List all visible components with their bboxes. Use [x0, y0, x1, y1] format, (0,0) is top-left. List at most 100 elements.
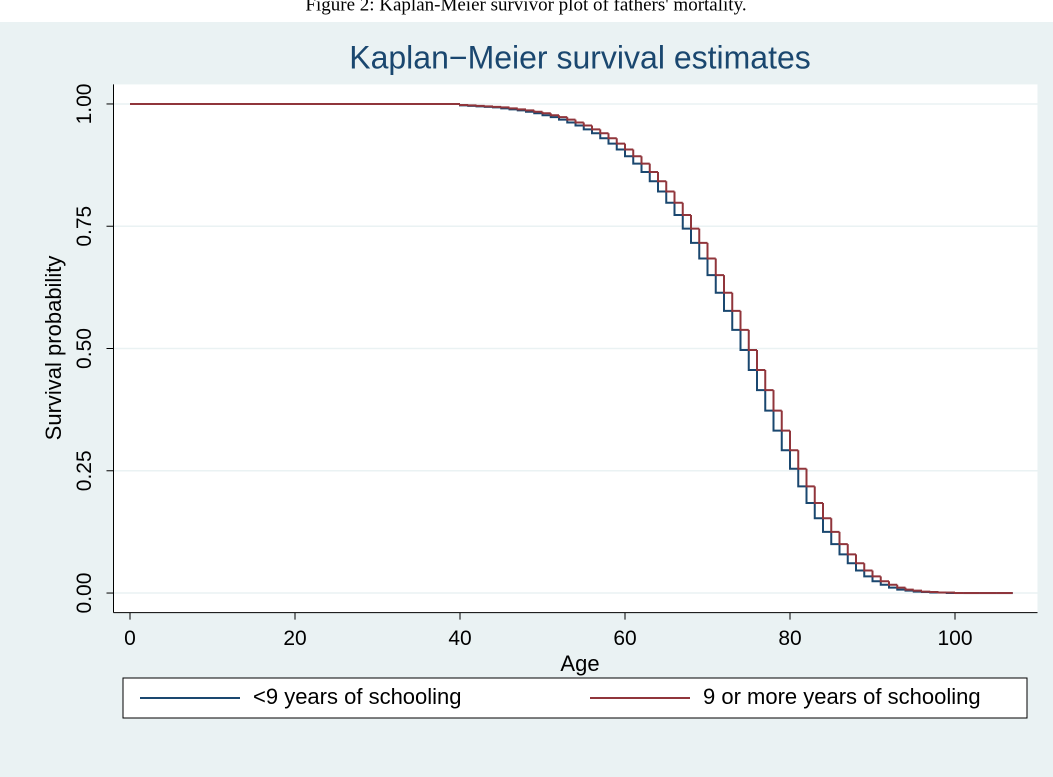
- survival-step: [690, 214, 700, 230]
- survival-step: [599, 129, 609, 135]
- survival-step: [855, 554, 865, 565]
- survival-step: [665, 191, 675, 204]
- survival-step: [846, 544, 856, 556]
- survival-step: [665, 181, 675, 193]
- y-tick-label: 0.75: [73, 206, 96, 247]
- x-tick-label: 80: [778, 627, 801, 650]
- survival-step: [591, 129, 601, 135]
- survival-step: [780, 410, 790, 432]
- survival-step: [805, 468, 815, 488]
- survival-step: [813, 503, 823, 520]
- y-tick-label: 0.25: [73, 450, 96, 491]
- survival-step: [805, 486, 815, 505]
- survival-step: [830, 531, 840, 546]
- survival-step: [739, 329, 749, 351]
- survival-step: [673, 191, 683, 204]
- survival-step: [673, 202, 683, 216]
- survival-step: [516, 108, 526, 111]
- survival-step: [591, 125, 601, 131]
- survival-step: [615, 143, 625, 151]
- survival-step: [599, 133, 609, 140]
- survival-step: [690, 228, 700, 244]
- survival-step: [888, 581, 898, 586]
- survival-step: [747, 349, 757, 372]
- survival-step: [896, 584, 906, 589]
- y-axis-title: Survival probability: [41, 256, 66, 441]
- survival-step: [879, 581, 889, 586]
- survival-step: [698, 242, 708, 260]
- survival-step: [780, 430, 790, 452]
- survival-step: [822, 518, 832, 533]
- survival-step: [624, 143, 634, 151]
- survival-step: [747, 329, 757, 351]
- survival-step: [739, 310, 749, 331]
- survival-step: [681, 202, 691, 216]
- survival-step: [657, 171, 667, 183]
- survival-step: [624, 149, 634, 158]
- survival-step: [640, 156, 650, 165]
- x-tick-label: 60: [613, 627, 636, 650]
- survival-step: [772, 390, 782, 412]
- survival-step: [797, 468, 807, 488]
- survival-step: [797, 450, 807, 470]
- survival-step: [838, 531, 848, 546]
- legend-label: 9 or more years of schooling: [703, 684, 981, 709]
- survival-step: [772, 410, 782, 432]
- survival-step: [615, 138, 625, 145]
- survival-step: [756, 370, 766, 392]
- x-tick-label: 0: [124, 627, 136, 650]
- survival-step: [846, 554, 856, 565]
- survival-step: [764, 390, 774, 412]
- survival-step: [607, 133, 617, 140]
- y-tick-label: 0.00: [73, 573, 96, 614]
- survival-step: [640, 163, 650, 173]
- survival-step: [582, 125, 592, 131]
- x-axis-title: Age: [560, 651, 599, 676]
- survival-step: [789, 430, 799, 452]
- survival-step: [706, 258, 716, 277]
- survival-step: [698, 228, 708, 244]
- survival-step: [632, 149, 642, 158]
- survival-step: [574, 119, 584, 124]
- survival-step: [714, 258, 724, 277]
- survival-step: [921, 590, 931, 593]
- y-tick-label: 1.00: [73, 84, 96, 125]
- survival-step: [912, 589, 922, 592]
- survival-step: [607, 138, 617, 145]
- survival-step: [508, 107, 518, 110]
- survival-step: [863, 570, 873, 578]
- survival-step: [871, 570, 881, 578]
- survival-step: [541, 111, 551, 115]
- caption: Figure 2: Kaplan-Meier survivor plot of …: [305, 0, 746, 15]
- survival-step: [681, 214, 691, 230]
- survival-step: [558, 115, 568, 119]
- survival-step: [632, 156, 642, 165]
- x-tick-label: 20: [283, 627, 306, 650]
- survival-step: [459, 103, 469, 106]
- survival-step: [904, 587, 914, 591]
- survival-step: [714, 275, 724, 294]
- survival-step: [723, 275, 733, 294]
- survival-step: [706, 242, 716, 260]
- y-tick-label: 0.50: [73, 328, 96, 369]
- survival-step: [549, 113, 559, 117]
- survival-step: [855, 563, 865, 572]
- legend-box: [122, 677, 1028, 719]
- x-tick-label: 40: [448, 627, 471, 650]
- x-tick-label: 100: [937, 627, 972, 650]
- survival-step: [789, 450, 799, 470]
- chart-title: Kaplan−Meier survival estimates: [349, 39, 811, 75]
- survival-step: [533, 110, 543, 113]
- survival-step: [830, 518, 840, 533]
- survival-step: [731, 310, 741, 331]
- survival-step: [648, 163, 658, 173]
- survival-step: [723, 292, 733, 312]
- survival-step: [813, 486, 823, 505]
- survival-step: [582, 122, 592, 127]
- survival-step: [657, 181, 667, 193]
- legend-label: <9 years of schooling: [253, 684, 462, 709]
- survival-step: [822, 503, 832, 520]
- survival-step: [871, 576, 881, 583]
- survival-step: [566, 117, 576, 121]
